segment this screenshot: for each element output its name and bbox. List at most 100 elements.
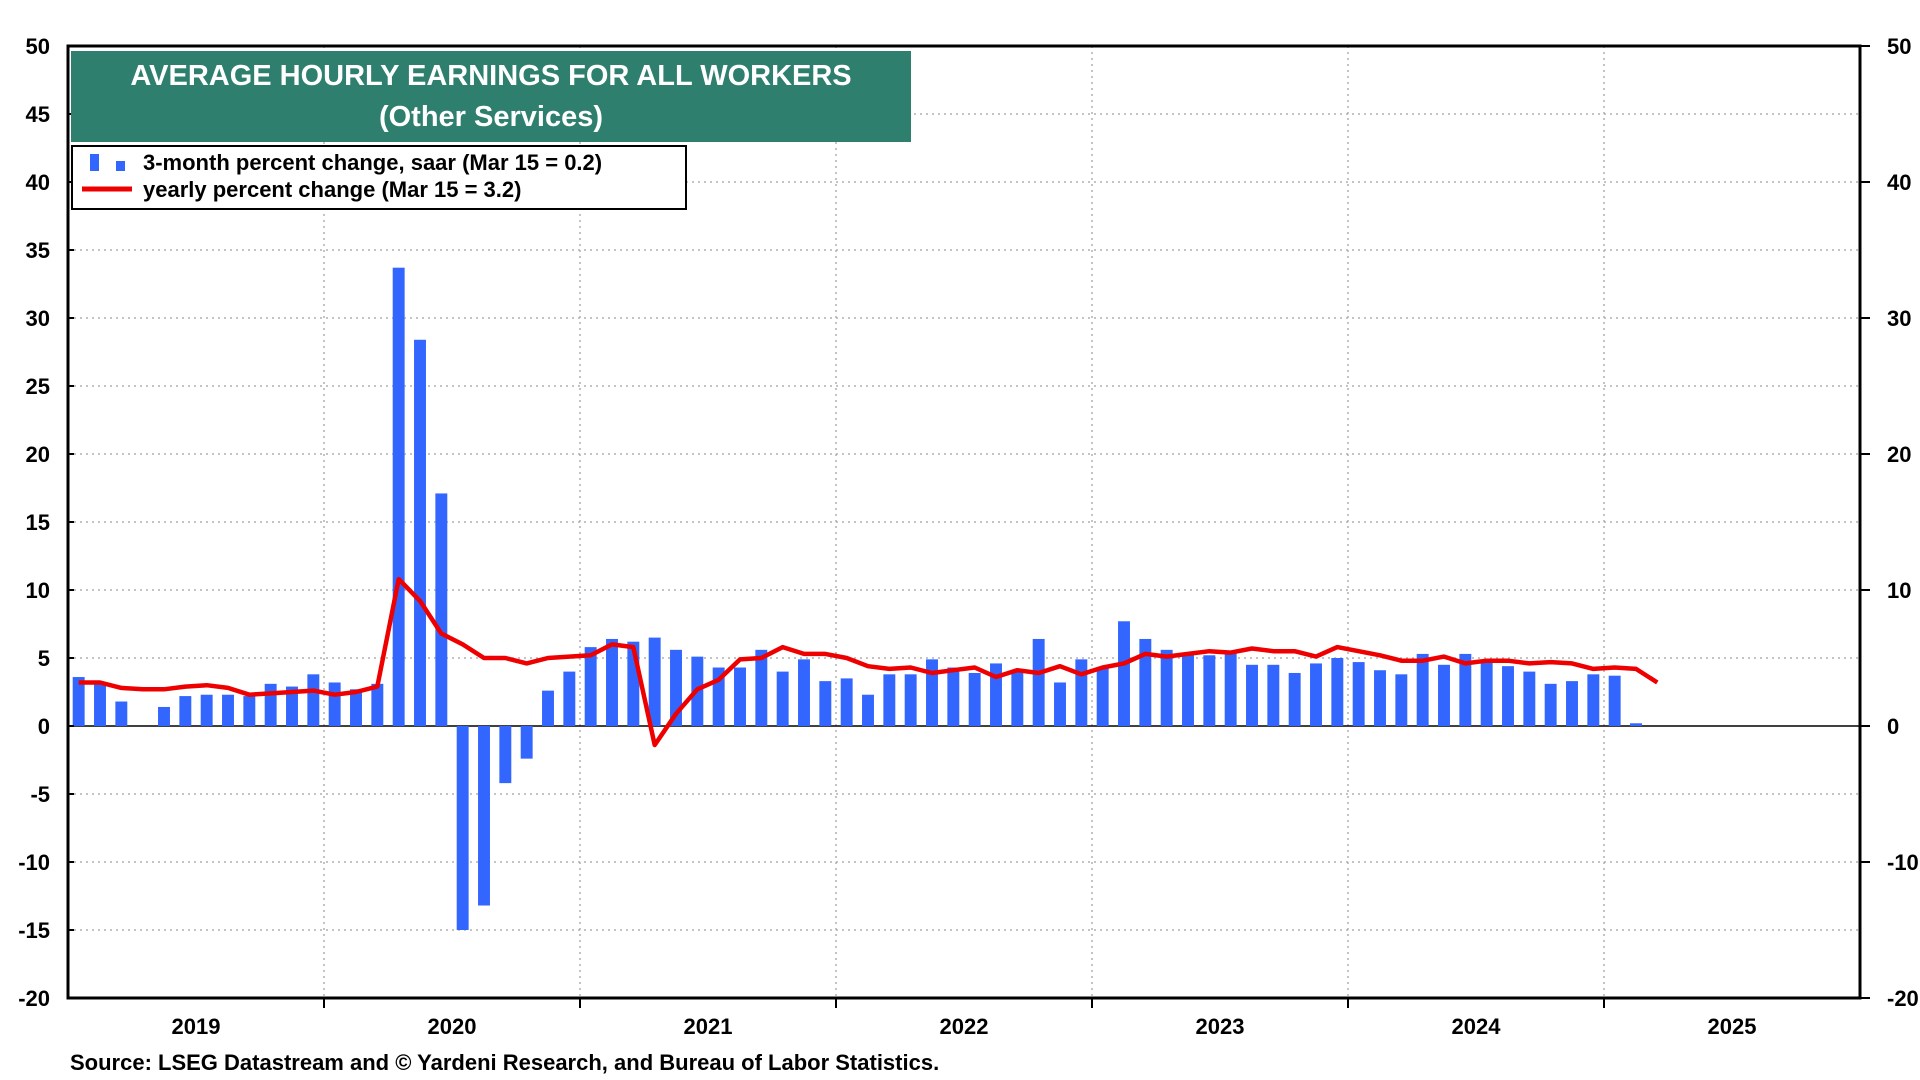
bar-2020-03 — [371, 683, 384, 726]
bar-2021-11 — [798, 659, 810, 726]
bar-2022-03 — [883, 674, 896, 726]
bar-2021-03 — [627, 641, 640, 726]
title-background — [71, 51, 911, 142]
bar-2024-04 — [1416, 653, 1429, 726]
bar-2019-11 — [286, 686, 298, 726]
bar-2023-03 — [1139, 638, 1152, 726]
x-tick-label: 2022 — [940, 1014, 989, 1039]
y-tick-label-left: 15 — [26, 510, 50, 535]
bar-2022-10 — [1032, 638, 1045, 726]
bar-2021-07 — [712, 667, 725, 726]
bar-2020-09 — [499, 726, 512, 784]
bar-2024-08 — [1502, 666, 1514, 726]
title-box: AVERAGE HOURLY EARNINGS FOR ALL WORKERS … — [71, 51, 911, 142]
bar-2025-02 — [1630, 723, 1642, 726]
y-tick-label-left: 45 — [26, 102, 50, 127]
bar-2019-12 — [307, 674, 320, 726]
bar-2024-05 — [1438, 664, 1450, 726]
bar-2025-01 — [1608, 675, 1621, 726]
yearly-change-line — [78, 576, 1659, 748]
y-tick-label-left: -10 — [18, 850, 50, 875]
y-tick-label-left: 25 — [26, 374, 50, 399]
chart-subtitle: (Other Services) — [379, 101, 603, 133]
bar-2022-12 — [1075, 659, 1088, 726]
y-tick-label-left: 35 — [26, 238, 50, 263]
bar-2022-02 — [862, 694, 874, 726]
bar-2020-06 — [435, 493, 448, 726]
bar-2021-01 — [584, 647, 597, 726]
bar-2020-08 — [478, 726, 490, 906]
x-tick-label: 2025 — [1708, 1014, 1757, 1039]
source-note: Source: LSEG Datastream and © Yardeni Re… — [70, 1050, 939, 1075]
x-tick-label: 2021 — [684, 1014, 733, 1039]
y-tick-label-right: -20 — [1887, 986, 1919, 1011]
bar-2023-09 — [1267, 664, 1280, 726]
bar-2020-05 — [414, 339, 426, 726]
bar-2024-02 — [1374, 670, 1386, 726]
legend: 3-month percent change, saar (Mar 15 = 0… — [71, 145, 687, 210]
bar-series — [72, 267, 1642, 930]
x-tick-label: 2024 — [1452, 1014, 1502, 1039]
y-tick-label-right: 0 — [1887, 714, 1899, 739]
legend-label-line: yearly percent change (Mar 15 = 3.2) — [143, 177, 521, 202]
bar-2022-07 — [968, 672, 981, 726]
bar-2020-02 — [350, 689, 362, 726]
bar-2023-07 — [1224, 652, 1237, 726]
legend-box — [71, 145, 687, 210]
bar-2022-05 — [926, 659, 938, 726]
bar-2023-04 — [1160, 649, 1173, 726]
y-tick-label-left: -5 — [30, 782, 50, 807]
y-tick-label-left: 10 — [26, 578, 50, 603]
bar-2021-05 — [670, 649, 682, 726]
y-tick-label-right: 20 — [1887, 442, 1911, 467]
bar-2024-11 — [1566, 681, 1578, 726]
bar-2023-11 — [1310, 663, 1322, 726]
bar-2024-01 — [1352, 662, 1365, 726]
bar-2024-12 — [1587, 674, 1600, 726]
y-tick-label-right: -10 — [1887, 850, 1919, 875]
bar-2019-10 — [264, 683, 277, 726]
x-tick-label: 2019 — [172, 1014, 221, 1039]
bar-2020-10 — [520, 726, 533, 759]
y-tick-label-left: 30 — [26, 306, 50, 331]
y-tick-label-right: 10 — [1887, 578, 1911, 603]
bar-2021-08 — [734, 667, 746, 726]
bar-2019-07 — [200, 694, 213, 726]
legend-bar-swatch-short — [116, 161, 125, 171]
bar-2019-03 — [115, 701, 128, 726]
bar-2022-01 — [840, 678, 853, 726]
y-tick-label-left: 20 — [26, 442, 50, 467]
legend-label-bars: 3-month percent change, saar (Mar 15 = 0… — [143, 150, 602, 175]
bar-2020-04 — [392, 267, 405, 726]
y-axis-right: 50 40 30 20 10 0 -10 -20 — [1887, 34, 1919, 1011]
y-tick-label-left: 50 — [26, 34, 50, 59]
y-tick-label-left: -15 — [18, 918, 50, 943]
bar-2023-06 — [1203, 655, 1216, 726]
x-tick-label: 2023 — [1196, 1014, 1245, 1039]
bar-2024-07 — [1480, 662, 1493, 726]
bar-2022-04 — [904, 674, 917, 726]
bar-2023-01 — [1096, 667, 1109, 726]
x-axis: 2019 2020 2021 2022 2023 2024 2025 — [172, 1014, 1757, 1039]
bar-2019-09 — [243, 696, 256, 726]
bar-2023-12 — [1331, 658, 1344, 726]
bar-2024-10 — [1544, 683, 1557, 726]
bar-2021-09 — [755, 649, 768, 726]
bar-2023-08 — [1246, 664, 1258, 726]
bar-2019-08 — [222, 694, 234, 726]
y-tick-label-left: 40 — [26, 170, 50, 195]
bar-2019-05 — [158, 706, 170, 726]
bar-2020-01 — [328, 682, 341, 726]
y-tick-label-left: 0 — [38, 714, 50, 739]
bar-2020-11 — [542, 690, 554, 726]
bar-2021-12 — [819, 681, 832, 726]
bar-2019-06 — [179, 696, 192, 726]
y-tick-label-right: 40 — [1887, 170, 1911, 195]
bar-2021-02 — [606, 638, 618, 726]
x-tick-label: 2020 — [428, 1014, 477, 1039]
bar-2020-12 — [563, 671, 576, 726]
bar-2024-09 — [1523, 671, 1536, 726]
y-tick-label-left: -20 — [18, 986, 50, 1011]
